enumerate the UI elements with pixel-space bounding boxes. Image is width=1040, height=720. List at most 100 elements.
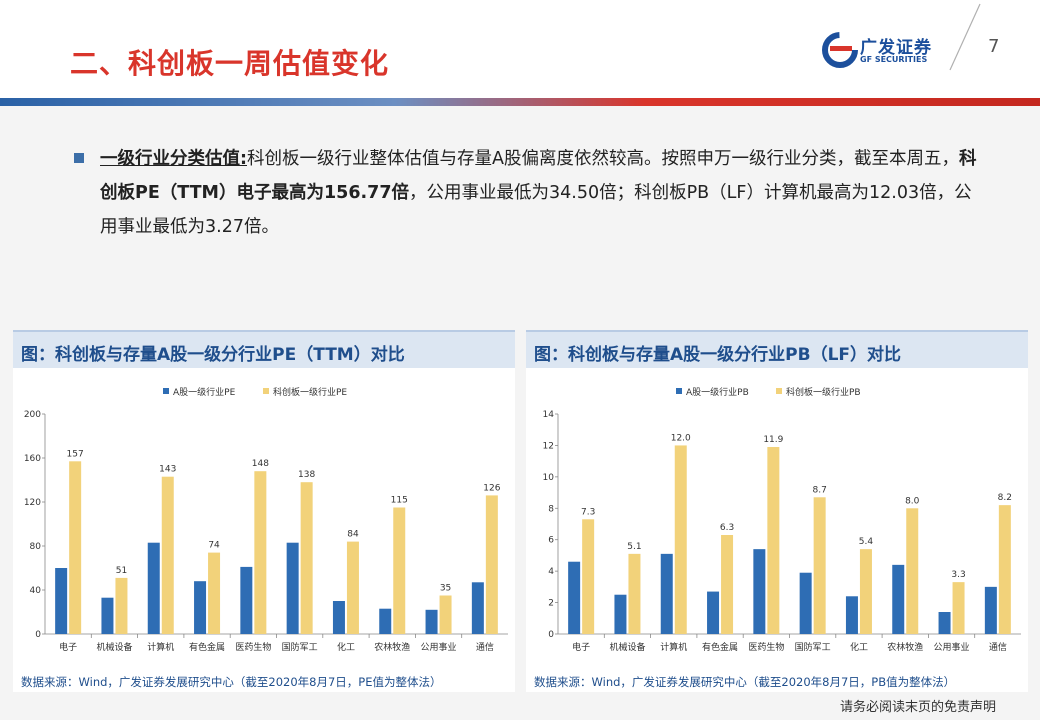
pe-category-label: 公用事业 xyxy=(421,641,457,653)
pb-category-label: 公用事业 xyxy=(934,641,970,653)
pe-legend-swatch xyxy=(263,388,269,394)
pe-chart-source: 数据来源：Wind，广发证券发展研究中心（截至2020年8月7日，PE值为整体法… xyxy=(21,675,442,689)
pb-legend: A股一级行业PB 科创板一级行业PB xyxy=(676,386,861,398)
pb-bar-star xyxy=(813,497,826,634)
pe-data-label: 138 xyxy=(298,470,315,480)
pb-legend-swatch xyxy=(776,388,782,394)
summary-text-2: ，公用事业最低为34.50倍；科创板PB（LF）计算机最高为12.03倍，公用事… xyxy=(100,183,972,237)
pb-data-label: 6.3 xyxy=(720,523,734,533)
pb-bar-star xyxy=(859,549,872,634)
pb-ytick-label: 2 xyxy=(548,599,554,609)
pe-category-label: 农林牧渔 xyxy=(374,641,410,653)
pe-data-label: 148 xyxy=(252,459,269,469)
pb-bar-a-share xyxy=(799,572,812,634)
gf-logo-icon xyxy=(822,32,858,68)
pe-data-label: 143 xyxy=(159,465,176,475)
pe-bar-star xyxy=(393,507,406,634)
pe-chart-title: 图：科创板与存量A股一级分行业PE（TTM）对比 xyxy=(21,345,405,365)
pe-bar-a-share xyxy=(101,597,114,634)
pe-data-label: 74 xyxy=(208,541,220,551)
summary-paragraph: 一级行业分类估值:科创板一级行业整体估值与存量A股偏离度依然较高。按照申万一级行… xyxy=(100,142,980,244)
pb-bar-star xyxy=(582,519,595,634)
pb-category-label: 国防军工 xyxy=(795,641,831,653)
pe-data-label: 115 xyxy=(391,496,408,506)
pe-legend-label: 科创板一级行业PE xyxy=(273,386,347,398)
pe-ytick-label: 40 xyxy=(30,586,42,596)
pb-ytick-label: 12 xyxy=(543,441,554,451)
pb-bar-a-share xyxy=(984,586,997,634)
summary-text-1: 科创板一级行业整体估值与存量A股偏离度依然较高。按照申万一级行业分类，截至本周五… xyxy=(247,149,959,169)
pb-ytick-label: 0 xyxy=(548,630,554,640)
header-divider xyxy=(949,3,981,71)
pe-data-label: 35 xyxy=(440,584,451,594)
pe-bar-a-share xyxy=(379,608,392,634)
pe-bar-star xyxy=(115,577,128,634)
pb-chart-card: 图：科创板与存量A股一级分行业PB（LF）对比 A股一级行业PB 科创板一级行业P… xyxy=(526,330,1028,692)
pb-bar-a-share xyxy=(753,549,766,634)
pb-bar-star xyxy=(906,508,919,634)
pb-ytick-label: 10 xyxy=(543,473,555,483)
pb-data-label: 5.1 xyxy=(627,542,641,552)
pe-category-label: 有色金属 xyxy=(189,641,225,653)
pb-legend-label: A股一级行业PB xyxy=(686,386,749,398)
pe-bar-star xyxy=(439,595,452,634)
page-title: 二、科创板一周估值变化 xyxy=(70,47,390,80)
pb-category-label: 通信 xyxy=(989,641,1007,653)
pe-category-label: 医药生物 xyxy=(235,641,271,653)
pe-bar-star xyxy=(161,476,174,634)
pb-bar-a-share xyxy=(660,553,673,634)
pe-legend-swatch xyxy=(163,388,169,394)
pb-data-label: 5.4 xyxy=(859,537,874,547)
bullet-square-icon xyxy=(74,153,84,163)
pe-bar-a-share xyxy=(471,582,484,634)
pb-data-label: 8.2 xyxy=(998,493,1012,503)
pb-bar-a-share xyxy=(568,561,581,634)
pe-category-label: 化工 xyxy=(337,641,355,653)
pb-ytick-label: 4 xyxy=(548,567,554,577)
pb-bar-star xyxy=(952,582,965,634)
pb-bar-star xyxy=(767,447,780,634)
logo-text-en: GF SECURITIES xyxy=(860,55,928,64)
pe-ytick-label: 80 xyxy=(30,542,42,552)
pe-chart-header: 图：科创板与存量A股一级分行业PE（TTM）对比 xyxy=(13,330,515,368)
pe-data-label: 157 xyxy=(67,449,84,459)
pe-chart-card: 图：科创板与存量A股一级分行业PE（TTM）对比 A股一级行业PE 科创板一级行业… xyxy=(13,330,515,692)
pb-category-label: 计算机 xyxy=(660,641,687,653)
pb-ytick-label: 14 xyxy=(543,410,555,420)
pe-bar-a-share xyxy=(55,568,68,634)
disclaimer: 请务必阅读末页的免责声明 xyxy=(840,700,997,715)
pb-category-label: 农林牧渔 xyxy=(887,641,923,653)
pb-bar-a-share xyxy=(845,596,858,634)
pe-category-label: 电子 xyxy=(59,641,77,653)
summary-bold-1: 科创板PE（TTM）电子最高为156.77倍 xyxy=(100,149,977,203)
pb-bar-star xyxy=(998,505,1011,634)
pb-chart-title: 图：科创板与存量A股一级分行业PB（LF）对比 xyxy=(534,345,902,365)
pb-data-label: 8.0 xyxy=(905,496,920,506)
pe-bar-star xyxy=(300,482,313,634)
pb-category-label: 机械设备 xyxy=(609,641,645,653)
pb-chart-source: 数据来源：Wind，广发证券发展研究中心（截至2020年8月7日，PB值为整体法… xyxy=(534,675,956,689)
pb-bar-a-share xyxy=(938,612,951,634)
summary-lead: 一级行业分类估值: xyxy=(100,149,247,169)
pb-bar-star xyxy=(628,553,641,634)
pb-data-label: 11.9 xyxy=(763,435,783,445)
pb-category-label: 医药生物 xyxy=(748,641,784,653)
pe-bar-star xyxy=(69,461,82,634)
pe-bar-a-share xyxy=(147,542,160,634)
pe-bar-star xyxy=(254,471,267,634)
pe-ytick-label: 160 xyxy=(24,454,41,464)
pb-category-label: 有色金属 xyxy=(702,641,738,653)
pe-legend-label: A股一级行业PE xyxy=(173,386,236,398)
pe-category-label: 国防军工 xyxy=(282,641,318,653)
pb-legend-label: 科创板一级行业PB xyxy=(786,386,861,398)
pb-legend-swatch xyxy=(676,388,682,394)
pe-category-label: 计算机 xyxy=(147,641,174,653)
pe-bar-star xyxy=(346,541,359,634)
pb-chart: A股一级行业PB 科创板一级行业PB 0 2 4 6 8 10 12 14 7.3 电子 5.1 机械设备… xyxy=(543,386,1021,653)
pe-data-label: 51 xyxy=(116,566,127,576)
pb-bar-star xyxy=(674,445,687,634)
pb-ytick-label: 8 xyxy=(548,504,554,514)
pb-data-label: 12.0 xyxy=(671,433,691,443)
pe-bar-star xyxy=(485,495,498,634)
pe-legend: A股一级行业PE 科创板一级行业PE xyxy=(163,386,347,398)
